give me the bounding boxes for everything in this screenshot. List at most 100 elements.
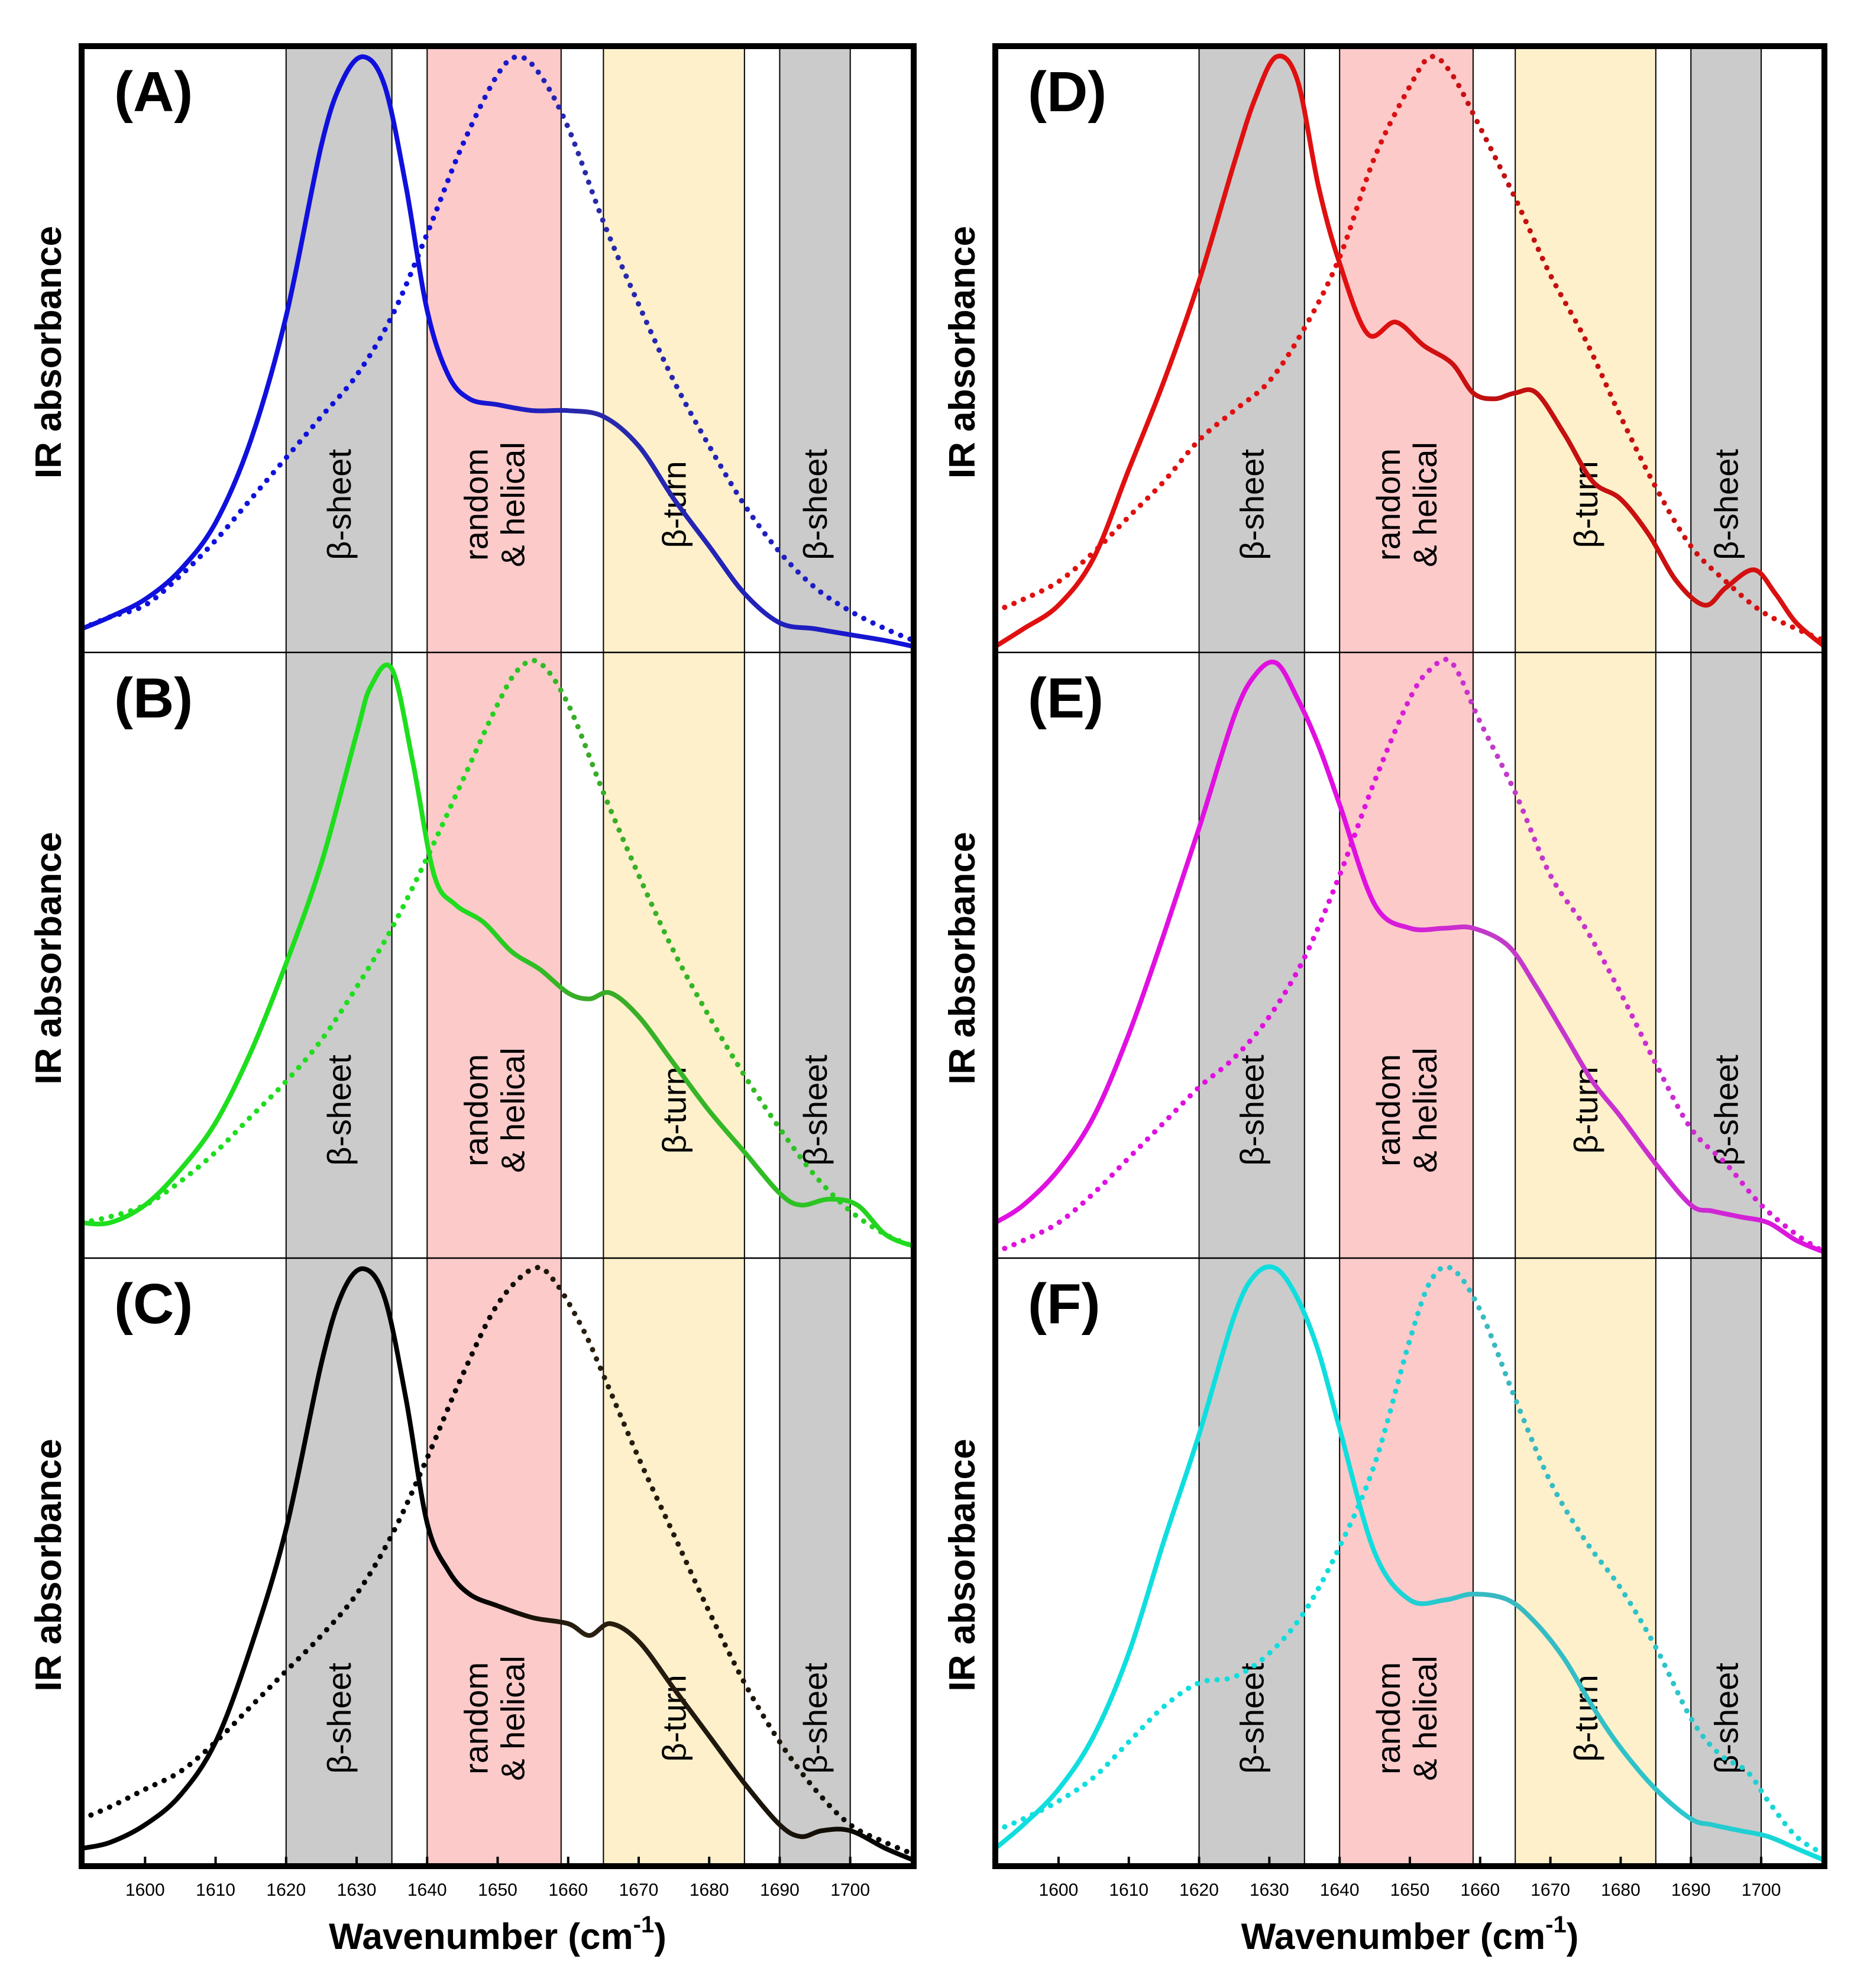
series-solid [79, 54, 916, 649]
x-tick-label: 1660 [548, 1880, 588, 1900]
series-dotted [79, 54, 917, 644]
band-label-1: random& helical [1370, 1656, 1444, 1781]
band-label-3: β-sheet [797, 449, 834, 560]
band-label-line: β-sheet [797, 1055, 834, 1166]
band-3 [1690, 1258, 1762, 1867]
band-label-line: β-sheet [1708, 449, 1745, 560]
band-2 [603, 652, 745, 1259]
band-2 [1515, 1258, 1656, 1867]
band-label-0: β-sheet [321, 1055, 358, 1166]
x-tick-label: 1610 [1109, 1880, 1148, 1900]
band-label-line: & helical [1406, 1048, 1444, 1173]
panel-label: (F) [1028, 1272, 1101, 1336]
x-tick-label: 1700 [1742, 1880, 1781, 1900]
x-tick-label: 1600 [125, 1880, 165, 1900]
band-label-line: random [1370, 448, 1407, 561]
band-label-3: β-sheet [797, 1663, 834, 1774]
band-label-line: random [458, 448, 495, 561]
panel-e: β-sheet random& helical β-turn β-sheet (E) IR… [942, 652, 1827, 1259]
series-solid [993, 660, 1827, 1255]
series-dotted [992, 1264, 1827, 1857]
x-tick-label: 1700 [830, 1880, 870, 1900]
band-label-line: β-sheet [1234, 449, 1271, 560]
x-tick-label: 1690 [1671, 1880, 1711, 1900]
band-label-line: β-turn [1567, 1066, 1604, 1153]
panel-c: β-sheet random& helical β-turn β-sheet(C)IR… [28, 1258, 917, 1867]
band-0 [285, 1258, 393, 1867]
panel-label: (E) [1028, 667, 1104, 730]
y-axis-label: IR absorbance [942, 832, 983, 1084]
series-solid [993, 1264, 1827, 1863]
band-label-line: β-turn [656, 461, 693, 548]
band-label-3: β-sheet [1708, 449, 1745, 560]
x-tick-label: 1600 [1039, 1880, 1079, 1900]
series-solid [993, 53, 1827, 649]
band-label-1: random& helical [458, 442, 532, 567]
x-tick-label: 1620 [1179, 1880, 1219, 1900]
band-label-line: β-sheet [321, 1663, 358, 1774]
band-label-1: random& helical [1370, 442, 1444, 567]
band-label-0: β-sheet [321, 449, 358, 560]
panel-a: β-sheet random& helical β-turn β-sheet (A) IR… [28, 46, 917, 653]
band-0 [1198, 46, 1305, 653]
band-label-line: β-sheet [1708, 1055, 1745, 1166]
panel-label: (B) [114, 667, 193, 730]
x-tick-label: 1690 [760, 1880, 800, 1900]
band-label-1: random& helical [458, 1048, 532, 1173]
x-tick-label: 1630 [1250, 1880, 1289, 1900]
x-tick-label: 1670 [619, 1880, 659, 1900]
panel-label: (A) [114, 60, 193, 124]
band-label-0: β-sheet [321, 1663, 358, 1774]
band-3 [1690, 46, 1762, 653]
band-label-line: random [1370, 1662, 1407, 1774]
band-label-2: β-turn [656, 461, 693, 548]
band-label-0: β-sheet [1234, 1055, 1271, 1166]
band-label-line: & helical [1406, 1656, 1444, 1781]
band-label-line: & helical [494, 1656, 532, 1781]
band-1 [426, 1258, 562, 1867]
x-axis-label-superscript: -1 [1545, 1912, 1567, 1938]
band-3 [779, 652, 851, 1259]
band-label-0: β-sheet [1234, 449, 1271, 560]
band-label-line: β-sheet [1234, 1663, 1271, 1774]
band-label-line: random [458, 1662, 495, 1774]
band-label-3: β-sheet [1708, 1663, 1745, 1774]
band-label-line: β-sheet [321, 449, 358, 560]
band-label-line: & helical [494, 1048, 532, 1173]
band-1 [1339, 46, 1474, 653]
x-tick-label: 1640 [1320, 1880, 1360, 1900]
series-dotted [992, 54, 1827, 644]
band-label-0: β-sheet [1234, 1663, 1271, 1774]
band-0 [1198, 1258, 1305, 1867]
band-2 [1515, 652, 1656, 1259]
x-tick-label: 1680 [1601, 1880, 1641, 1900]
panel-d: β-sheet random& helical β-turn β-sheet(D)IR… [942, 46, 1827, 653]
y-axis-label: IR absorbance [28, 1439, 69, 1691]
x-tick-label: 1610 [196, 1880, 235, 1900]
panel-b: β-sheet random& helical β-turn β-sheet(B)IR… [28, 652, 917, 1259]
band-label-line: & helical [494, 442, 532, 567]
x-tick-label: 1640 [407, 1880, 447, 1900]
band-2 [603, 1258, 745, 1867]
band-2 [603, 46, 745, 653]
band-label-line: β-sheet [1708, 1663, 1745, 1774]
band-label-3: β-sheet [1708, 1055, 1745, 1166]
band-label-3: β-sheet [797, 1055, 834, 1166]
band-label-2: β-turn [1567, 1066, 1604, 1153]
y-axis-label: IR absorbance [28, 226, 69, 479]
x-axis-label-main: Wavenumber (cm [329, 1916, 633, 1957]
x-tick-label: 1680 [690, 1880, 729, 1900]
band-0 [285, 652, 393, 1259]
x-tick-label: 1670 [1531, 1880, 1570, 1900]
band-1 [1339, 1258, 1474, 1867]
x-axis-label-main: Wavenumber (cm [1241, 1916, 1546, 1957]
band-label-line: β-sheet [321, 1055, 358, 1166]
x-axis-label: Wavenumber (cm-1) [329, 1912, 666, 1957]
band-label-line: & helical [1406, 442, 1444, 567]
x-tick-label: 1650 [1390, 1880, 1430, 1900]
x-axis-label-superscript: -1 [633, 1912, 655, 1938]
y-axis-label: IR absorbance [942, 1439, 983, 1691]
series-dotted [79, 1265, 917, 1857]
series-solid [79, 662, 916, 1249]
